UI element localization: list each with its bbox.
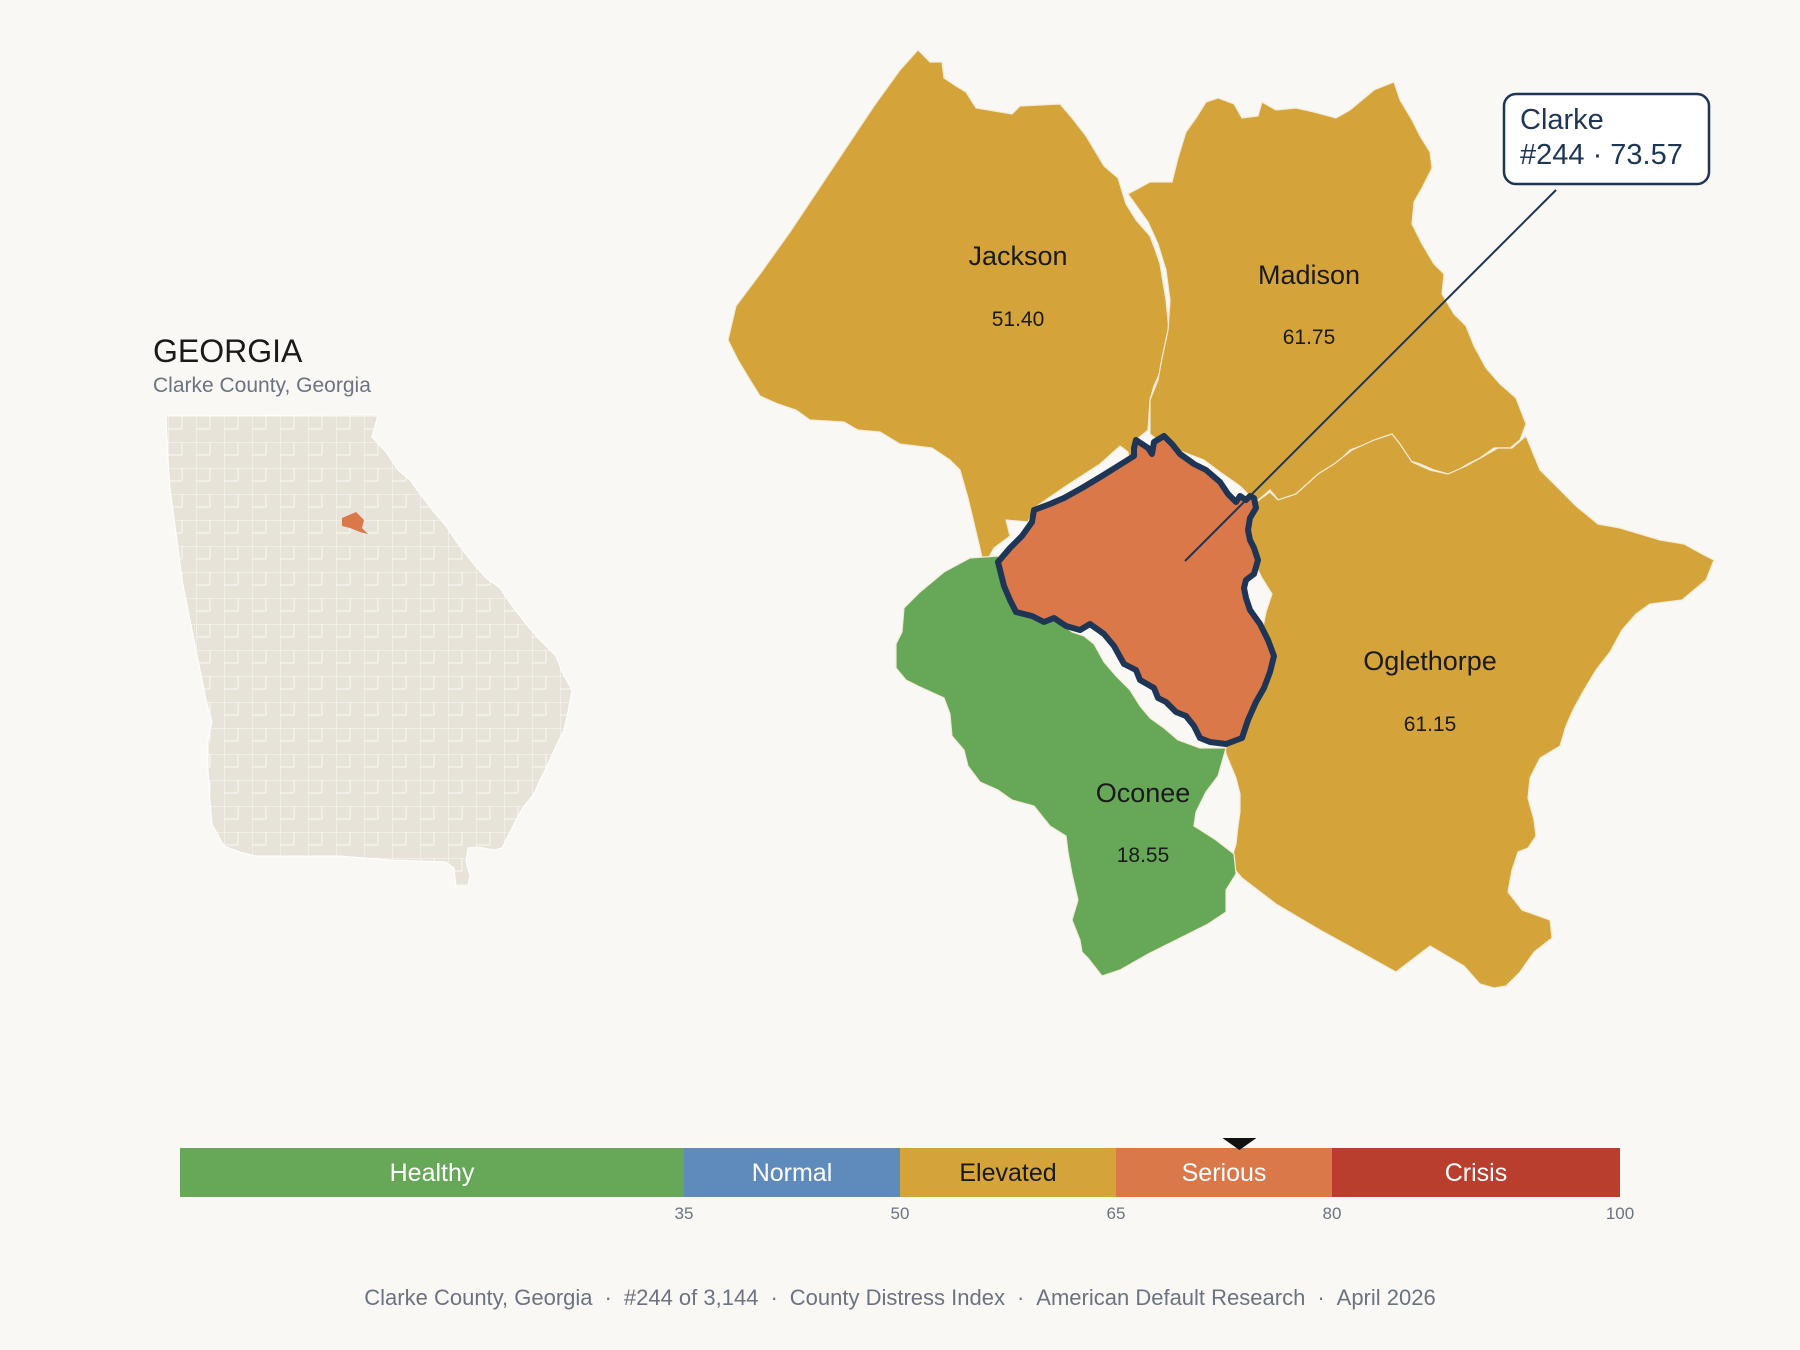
scale-band-label-serious: Serious bbox=[1182, 1159, 1267, 1187]
county-madison[interactable] bbox=[1127, 81, 1527, 503]
county-madison-name: Madison bbox=[1258, 260, 1360, 290]
footer-separator: · bbox=[604, 1285, 612, 1310]
scale-tick-80: 80 bbox=[1323, 1204, 1342, 1223]
scale-band-label-elevated: Elevated bbox=[959, 1159, 1056, 1187]
scale-tick-50: 50 bbox=[891, 1204, 910, 1223]
scale-band-label-healthy: Healthy bbox=[390, 1159, 475, 1187]
state-subtitle: Clarke County, Georgia bbox=[153, 374, 371, 397]
callout-rank-score: #244 · 73.57 bbox=[1520, 139, 1683, 171]
scale-band-label-normal: Normal bbox=[752, 1159, 833, 1187]
county-oconee-score: 18.55 bbox=[1117, 844, 1170, 867]
scale-band-elevated bbox=[900, 1148, 1116, 1197]
scale-band-label-crisis: Crisis bbox=[1445, 1159, 1508, 1187]
georgia-county-grid bbox=[166, 415, 572, 886]
county-madison-score: 61.75 bbox=[1283, 326, 1336, 349]
callout-box: Clarke #244 · 73.57 bbox=[1502, 92, 1711, 186]
county-oglethorpe[interactable] bbox=[1223, 433, 1715, 989]
footer-date: April 2026 bbox=[1336, 1285, 1436, 1310]
county-oglethorpe-name: Oglethorpe bbox=[1363, 646, 1497, 676]
county-labels: Jackson 51.40 Madison 61.75 Oglethorpe 6… bbox=[968, 241, 1496, 867]
state-title: GEORGIA bbox=[153, 333, 303, 369]
scale-band-normal bbox=[684, 1148, 900, 1197]
scale-band-healthy bbox=[180, 1148, 684, 1197]
footer-separator: · bbox=[770, 1285, 778, 1310]
scale-band-serious bbox=[1116, 1148, 1332, 1197]
scale-tick-35: 35 bbox=[675, 1204, 694, 1223]
callout-leader-line bbox=[1184, 189, 1557, 562]
scale-marker-icon bbox=[1222, 1138, 1257, 1150]
callout-county-name: Clarke bbox=[1520, 104, 1604, 136]
county-clarke[interactable] bbox=[995, 433, 1277, 747]
footer: Clarke County, Georgia · #244 of 3,144 · Cou… bbox=[0, 1285, 1800, 1311]
county-oglethorpe-score: 61.15 bbox=[1404, 713, 1457, 736]
footer-rank: #244 of 3,144 bbox=[623, 1285, 759, 1310]
distress-scale: Healthy Normal Elevated Serious Crisis 35 50 65… bbox=[180, 1138, 1634, 1223]
footer-index-name: County Distress Index bbox=[789, 1285, 1005, 1310]
county-jackson-score: 51.40 bbox=[992, 308, 1045, 331]
footer-separator: · bbox=[1016, 1285, 1025, 1310]
county-oconee[interactable] bbox=[895, 555, 1237, 977]
state-inset: GEORGIA Clarke County, Georgia bbox=[153, 333, 573, 887]
county-jackson-name: Jackson bbox=[968, 241, 1067, 271]
county-oconee-name: Oconee bbox=[1096, 778, 1191, 808]
county-jackson[interactable] bbox=[727, 49, 1171, 568]
scale-tick-100: 100 bbox=[1606, 1204, 1634, 1223]
county-map bbox=[727, 49, 1715, 989]
footer-source: American Default Research bbox=[1036, 1285, 1306, 1310]
scale-band-crisis bbox=[1332, 1148, 1620, 1197]
clarke-inset-marker bbox=[342, 512, 368, 534]
footer-separator: · bbox=[1317, 1285, 1325, 1310]
scale-tick-65: 65 bbox=[1107, 1204, 1126, 1223]
footer-location: Clarke County, Georgia bbox=[364, 1285, 593, 1310]
